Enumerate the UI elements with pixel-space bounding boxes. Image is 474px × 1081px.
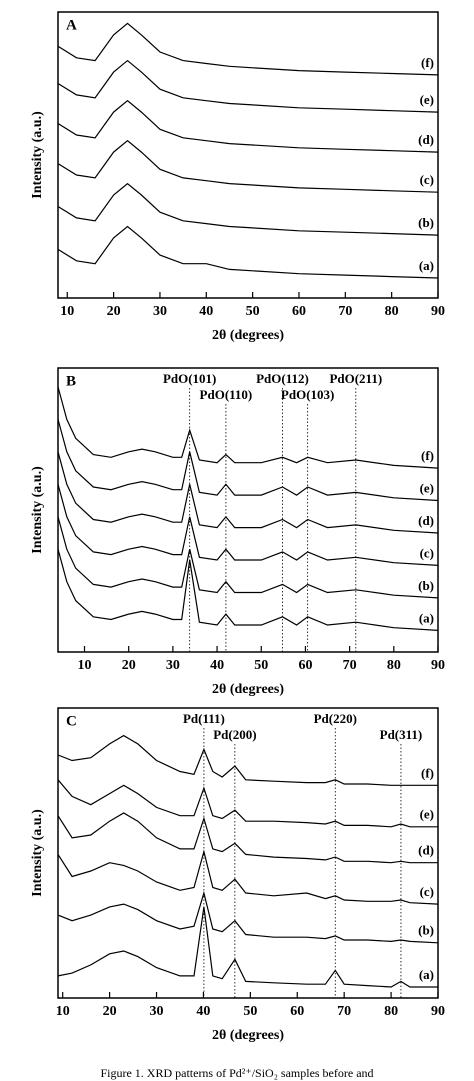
series-label: (f) [421, 765, 434, 780]
series-label: (c) [420, 172, 434, 187]
series-label: (f) [421, 55, 434, 70]
caption: Figure 1. XRD patterns of Pd²⁺/SiO₂ samp… [100, 1066, 373, 1080]
x-tick-label: 20 [122, 658, 136, 673]
x-tick-label: 10 [78, 658, 92, 673]
trace [57, 734, 438, 786]
peak-label: PdO(103) [281, 387, 334, 402]
series-label: (c) [420, 884, 434, 899]
x-tick-label: 80 [387, 658, 401, 673]
trace [57, 451, 439, 534]
x-tick-label: 10 [56, 1004, 70, 1019]
x-tick-label: 70 [337, 1004, 351, 1019]
series-label: (b) [418, 578, 434, 593]
x-tick-label: 70 [338, 304, 352, 319]
peak-label: Pd(311) [380, 727, 423, 742]
x-tick-label: 80 [384, 1004, 398, 1019]
x-tick-label: 60 [298, 658, 312, 673]
series-label: (e) [420, 807, 434, 822]
trace [57, 59, 439, 113]
series-label: (d) [418, 843, 434, 858]
panel-label: A [66, 17, 77, 33]
series-label: (a) [419, 967, 434, 982]
trace [57, 386, 439, 469]
x-tick-label: 50 [243, 1004, 257, 1019]
trace [57, 182, 439, 236]
trace [57, 812, 438, 864]
x-tick-label: 30 [150, 1004, 164, 1019]
x-tick-label: 70 [343, 658, 357, 673]
trace [57, 779, 438, 828]
trace [57, 139, 439, 193]
series-label: (f) [421, 448, 434, 463]
peak-label: Pd(111) [183, 711, 225, 726]
x-tick-label: 10 [60, 304, 74, 319]
trace [57, 484, 439, 566]
series-label: (a) [419, 610, 434, 625]
plot-frame [57, 367, 439, 653]
x-tick-label: 60 [292, 304, 306, 319]
trace [57, 99, 439, 153]
trace [57, 516, 439, 599]
y-axis-title: Intensity (a.u.) [30, 809, 45, 897]
x-tick-label: 30 [153, 304, 167, 319]
series-label: (d) [418, 132, 434, 147]
plot-frame [57, 707, 439, 999]
trace [57, 419, 439, 502]
peak-label: PdO(101) [163, 371, 216, 386]
x-tick-label: 60 [290, 1004, 304, 1019]
trace [57, 849, 439, 905]
series-label: (c) [420, 545, 434, 560]
series-label: (e) [420, 92, 434, 107]
plot-frame [57, 11, 439, 299]
trace [57, 549, 439, 631]
x-tick-label: 20 [107, 304, 121, 319]
trace [57, 890, 439, 944]
x-tick-label: 50 [254, 658, 268, 673]
peak-label: Pd(200) [213, 727, 256, 742]
x-tick-label: 90 [431, 658, 445, 673]
series-label: (e) [420, 481, 434, 496]
series-label: (a) [419, 258, 434, 273]
x-tick-label: 50 [246, 304, 260, 319]
x-tick-label: 40 [210, 658, 224, 673]
x-tick-label: 80 [385, 304, 399, 319]
y-axis-title: Intensity (a.u.) [30, 466, 45, 554]
series-label: (b) [418, 923, 434, 938]
series-label: (d) [418, 513, 434, 528]
panel-label: B [66, 373, 76, 389]
x-tick-label: 20 [103, 1004, 117, 1019]
peak-label: PdO(110) [200, 387, 253, 402]
panel-label: C [66, 713, 77, 729]
series-label: (b) [418, 215, 434, 230]
trace [57, 22, 439, 76]
x-tick-label: 90 [431, 304, 445, 319]
x-tick-label: 40 [199, 304, 213, 319]
x-axis-title: 2θ (degrees) [212, 328, 284, 343]
x-tick-label: 40 [196, 1004, 210, 1019]
peak-label: PdO(112) [256, 371, 309, 386]
trace [57, 906, 438, 988]
x-axis-title: 2θ (degrees) [212, 1028, 284, 1043]
peak-label: Pd(220) [314, 711, 357, 726]
trace [57, 225, 439, 279]
y-axis-title: Intensity (a.u.) [30, 111, 45, 199]
peak-label: PdO(211) [329, 371, 382, 386]
x-tick-label: 30 [166, 658, 180, 673]
x-tick-label: 90 [431, 1004, 445, 1019]
x-axis-title: 2θ (degrees) [212, 682, 284, 697]
